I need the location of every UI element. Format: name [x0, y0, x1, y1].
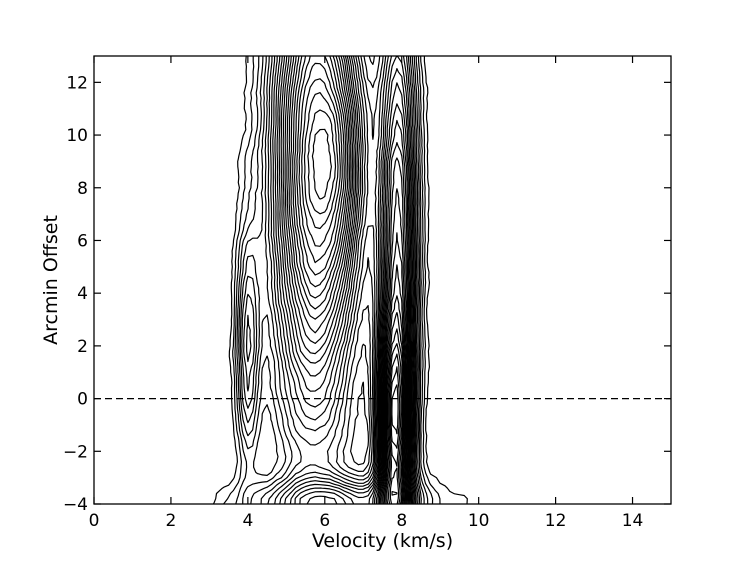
x-tick-label: 4 — [242, 511, 253, 531]
contour-level — [296, 56, 406, 504]
contour-level — [276, 56, 415, 504]
x-tick-label: 2 — [166, 511, 177, 531]
contour-level — [246, 56, 417, 504]
axis-ticks — [93, 56, 671, 505]
x-tick-label: 12 — [545, 511, 567, 531]
y-tick-label: 2 — [77, 337, 88, 357]
y-tick-label: 4 — [77, 284, 88, 304]
contour-lines — [212, 56, 468, 504]
contour-level — [274, 56, 416, 504]
contour-level — [243, 56, 419, 504]
x-tick-label: 8 — [396, 511, 407, 531]
contour-level — [286, 56, 410, 504]
y-tick-labels: −4 −2 0 2 4 6 8 10 12 — [63, 73, 88, 515]
contour-level — [236, 56, 429, 504]
contour-level — [284, 56, 411, 504]
contour-level — [303, 92, 403, 504]
contour-level — [292, 56, 407, 504]
y-tick-label: 6 — [77, 231, 88, 251]
x-tick-label: 6 — [319, 511, 330, 531]
y-tick-label: −4 — [63, 495, 88, 515]
x-tick-labels: 0 2 4 6 8 10 12 14 — [89, 511, 644, 531]
contour-level — [298, 62, 405, 504]
contour-level — [234, 56, 434, 504]
x-axis-title: Velocity (km/s) — [312, 530, 453, 552]
x-tick-label: 0 — [89, 511, 100, 531]
contour-level — [280, 56, 413, 504]
y-axis-title: Arcmin Offset — [40, 215, 62, 345]
contour-level — [278, 56, 414, 504]
x-tick-label: 10 — [468, 511, 490, 531]
contour-level — [290, 56, 408, 504]
contour-level — [282, 56, 412, 504]
contour-level — [212, 56, 468, 504]
contour-level — [307, 109, 402, 504]
contour-level — [301, 78, 404, 504]
contour-level — [288, 56, 409, 504]
y-tick-label: 8 — [77, 179, 88, 199]
y-tick-label: 0 — [77, 390, 88, 410]
contour-level — [241, 56, 421, 504]
contour-level — [238, 56, 425, 504]
contour-level — [239, 56, 422, 504]
contour-level — [294, 56, 407, 504]
y-tick-label: 12 — [66, 73, 88, 93]
plot-frame — [93, 55, 672, 505]
x-tick-label: 14 — [622, 511, 644, 531]
y-tick-label: −2 — [63, 442, 88, 462]
contour-level — [311, 128, 401, 496]
y-tick-label: 10 — [66, 126, 88, 146]
